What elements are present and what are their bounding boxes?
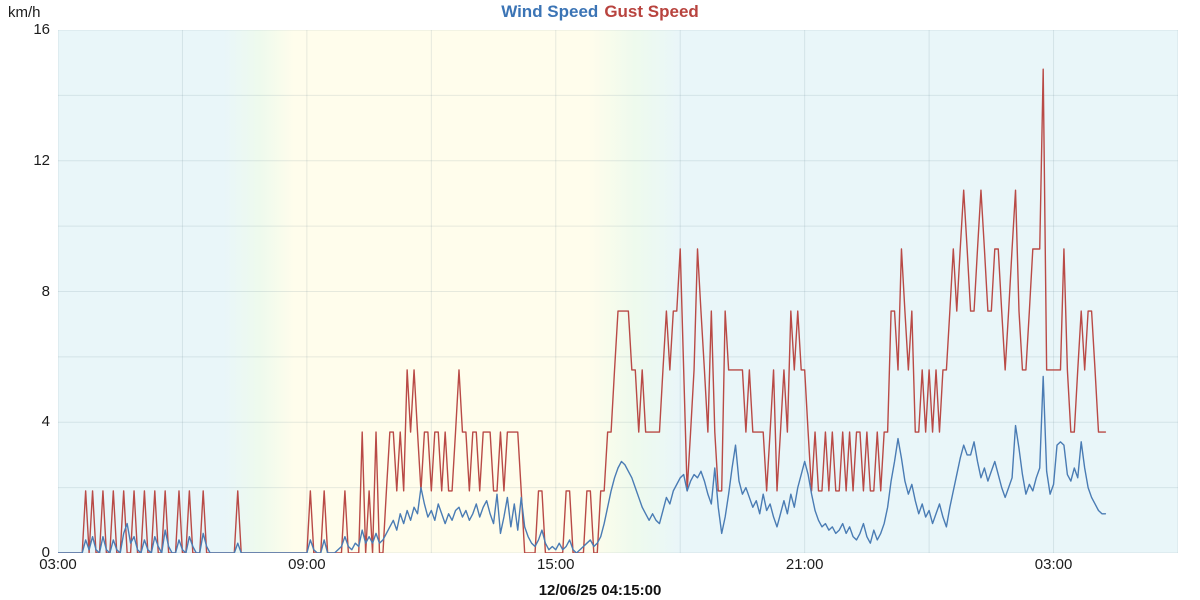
plot-background bbox=[58, 30, 1178, 553]
x-tick-label: 09:00 bbox=[288, 556, 326, 573]
y-tick-label: 8 bbox=[41, 282, 50, 300]
gust-speed-line bbox=[58, 68, 1107, 553]
gridlines bbox=[58, 30, 1178, 553]
y-axis-unit-label: km/h bbox=[8, 4, 41, 21]
x-tick-label: 03:00 bbox=[1034, 556, 1073, 573]
legend-gust-speed[interactable]: Gust Speed bbox=[604, 2, 699, 21]
y-tick-label: 4 bbox=[41, 413, 50, 431]
wind-gust-chart[interactable] bbox=[58, 30, 1178, 553]
current-timestamp: 12/06/25 04:15:00 bbox=[538, 582, 662, 599]
wind-speed-line bbox=[58, 375, 1107, 553]
y-tick-label: 16 bbox=[33, 21, 50, 38]
x-tick-label: 03:00 bbox=[39, 556, 77, 573]
y-tick-label: 0 bbox=[41, 544, 50, 561]
chart-canvas[interactable] bbox=[58, 30, 1178, 553]
x-tick-label: 21:00 bbox=[785, 556, 824, 573]
y-tick-label: 12 bbox=[33, 151, 50, 169]
legend-wind-speed[interactable]: Wind Speed bbox=[501, 2, 599, 21]
x-tick-label: 15:00 bbox=[536, 556, 575, 573]
chart-title: Wind Speed Gust Speed bbox=[0, 2, 1200, 22]
